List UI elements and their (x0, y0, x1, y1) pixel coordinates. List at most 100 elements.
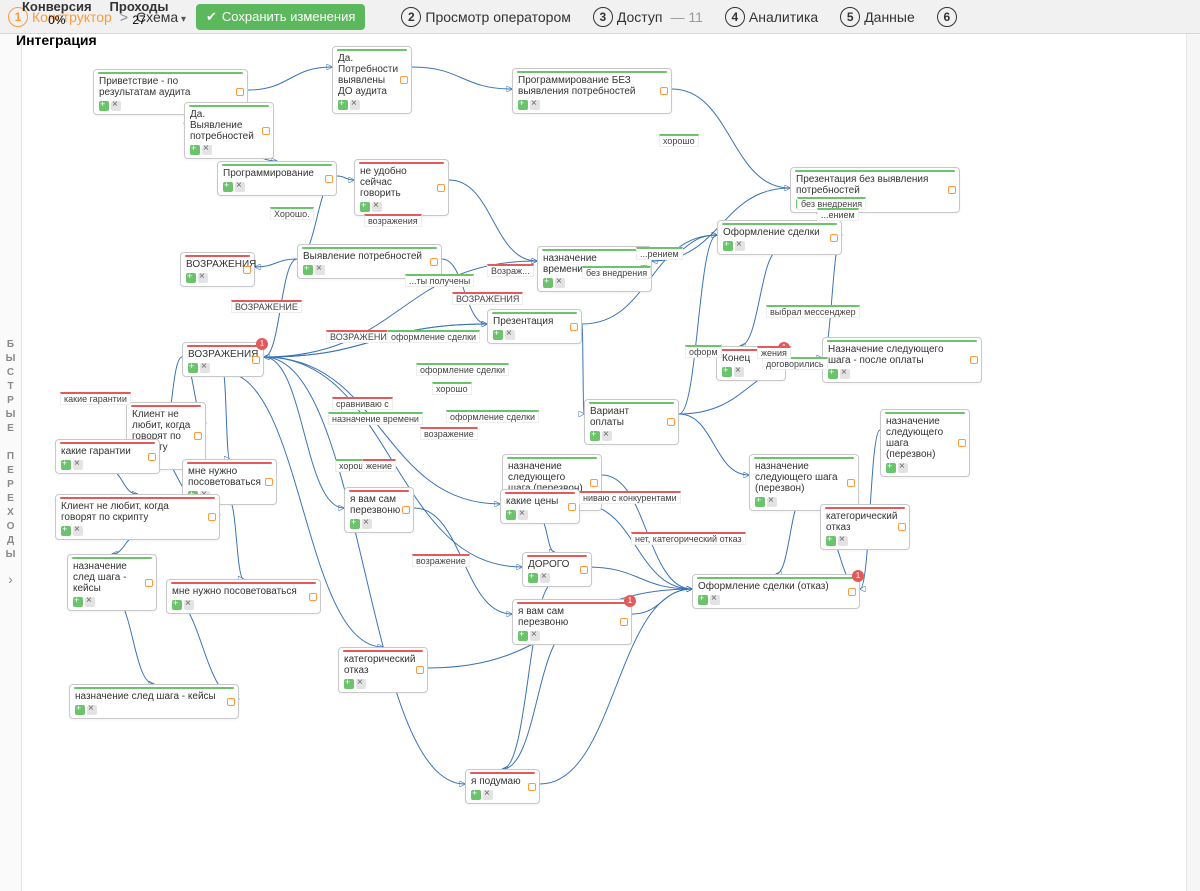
close-icon[interactable] (85, 597, 95, 607)
add-icon[interactable] (590, 431, 600, 441)
add-icon[interactable] (828, 369, 838, 379)
node-out-port[interactable] (898, 523, 906, 531)
close-icon[interactable] (734, 367, 744, 377)
add-icon[interactable] (528, 573, 538, 583)
add-icon[interactable] (303, 265, 313, 275)
add-icon[interactable] (360, 202, 370, 212)
add-icon[interactable] (190, 145, 200, 155)
node-out-port[interactable] (243, 266, 251, 274)
node-out-port[interactable] (620, 618, 628, 626)
node-out-port[interactable] (848, 588, 856, 596)
add-icon[interactable] (518, 631, 528, 641)
node-out-port[interactable] (148, 453, 156, 461)
save-button[interactable]: Сохранить изменения (196, 4, 365, 30)
flow-node[interactable]: Вариант оплаты (584, 399, 679, 445)
flow-node[interactable]: ВОЗРАЖЕНИЯ1 (182, 342, 264, 377)
add-icon[interactable] (493, 330, 503, 340)
node-out-port[interactable] (580, 566, 588, 574)
node-out-port[interactable] (667, 418, 675, 426)
node-out-port[interactable] (660, 87, 668, 95)
close-icon[interactable] (350, 100, 360, 110)
scrollbar-vertical[interactable] (1186, 34, 1200, 891)
add-icon[interactable] (543, 278, 553, 288)
side-panel[interactable]: БЫСТРЫЕ ПЕРЕХОДЫ › (0, 34, 22, 891)
add-icon[interactable] (73, 597, 83, 607)
add-icon[interactable] (188, 363, 198, 373)
node-out-port[interactable] (145, 579, 153, 587)
close-icon[interactable] (505, 330, 515, 340)
flow-node[interactable]: Клиент не любит, когда говорят по скрипт… (55, 494, 220, 540)
node-out-port[interactable] (325, 175, 333, 183)
node-out-port[interactable] (402, 506, 410, 514)
step-access[interactable]: 3Доступ— 11 (593, 7, 703, 27)
add-icon[interactable] (75, 705, 85, 715)
node-out-port[interactable] (590, 479, 598, 487)
add-icon[interactable] (338, 100, 348, 110)
node-out-port[interactable] (570, 323, 578, 331)
node-out-port[interactable] (265, 478, 273, 486)
add-icon[interactable] (506, 510, 516, 520)
close-icon[interactable] (184, 600, 194, 610)
close-icon[interactable] (483, 790, 493, 800)
add-icon[interactable] (61, 460, 71, 470)
step-six[interactable]: 6 (937, 7, 957, 27)
node-out-port[interactable] (262, 127, 270, 135)
flow-node[interactable]: ВОЗРАЖЕНИЯ (180, 252, 255, 287)
close-icon[interactable] (235, 182, 245, 192)
flow-node[interactable]: я подумаю (465, 769, 540, 804)
close-icon[interactable] (555, 278, 565, 288)
add-icon[interactable] (886, 463, 896, 473)
flow-node[interactable]: назначение след шага - кейсы (67, 554, 157, 611)
flow-node[interactable]: я вам сам перезвоню1 (512, 599, 632, 645)
node-out-port[interactable] (958, 439, 966, 447)
step-analytics[interactable]: 4Аналитика (725, 7, 818, 27)
add-icon[interactable] (755, 497, 765, 507)
close-icon[interactable] (356, 679, 366, 689)
add-icon[interactable] (99, 101, 109, 111)
node-out-port[interactable] (309, 593, 317, 601)
add-icon[interactable] (518, 100, 528, 110)
close-icon[interactable] (372, 202, 382, 212)
node-out-port[interactable] (830, 234, 838, 242)
close-icon[interactable] (362, 519, 372, 529)
flow-node[interactable]: назначение след шага - кейсы (69, 684, 239, 719)
node-out-port[interactable] (568, 503, 576, 511)
flow-node[interactable]: какие цены (500, 489, 580, 524)
close-icon[interactable] (602, 431, 612, 441)
add-icon[interactable] (350, 519, 360, 529)
flow-node[interactable]: ДОРОГО (522, 552, 592, 587)
close-icon[interactable] (315, 265, 325, 275)
add-icon[interactable] (471, 790, 481, 800)
node-out-port[interactable] (437, 184, 445, 192)
flow-node[interactable]: какие гарантии (55, 439, 160, 474)
close-icon[interactable] (710, 595, 720, 605)
close-icon[interactable] (87, 705, 97, 715)
add-icon[interactable] (722, 367, 732, 377)
close-icon[interactable] (840, 369, 850, 379)
close-icon[interactable] (111, 101, 121, 111)
flow-node[interactable]: Презентация (487, 309, 582, 344)
flow-node[interactable]: Программирование БЕЗ выявления потребнос… (512, 68, 672, 114)
side-expand-icon[interactable]: › (8, 571, 13, 587)
add-icon[interactable] (826, 536, 836, 546)
node-out-port[interactable] (236, 88, 244, 96)
add-icon[interactable] (223, 182, 233, 192)
node-out-port[interactable] (970, 356, 978, 364)
close-icon[interactable] (530, 100, 540, 110)
close-icon[interactable] (73, 460, 83, 470)
add-icon[interactable] (61, 526, 71, 536)
flow-node[interactable]: Да. Потребности выявлены ДО аудита (332, 46, 412, 114)
node-out-port[interactable] (227, 698, 235, 706)
close-icon[interactable] (73, 526, 83, 536)
flow-node[interactable]: Да. Выявление потребностей (184, 102, 274, 159)
node-out-port[interactable] (948, 186, 956, 194)
close-icon[interactable] (540, 573, 550, 583)
add-icon[interactable] (186, 273, 196, 283)
node-out-port[interactable] (430, 258, 438, 266)
flow-node[interactable]: назначение следующего шага (перезвон) (880, 409, 970, 477)
close-icon[interactable] (530, 631, 540, 641)
node-out-port[interactable] (208, 513, 216, 521)
flow-node[interactable]: Оформление сделки (отказ)1 (692, 574, 860, 609)
node-out-port[interactable] (847, 479, 855, 487)
close-icon[interactable] (198, 273, 208, 283)
